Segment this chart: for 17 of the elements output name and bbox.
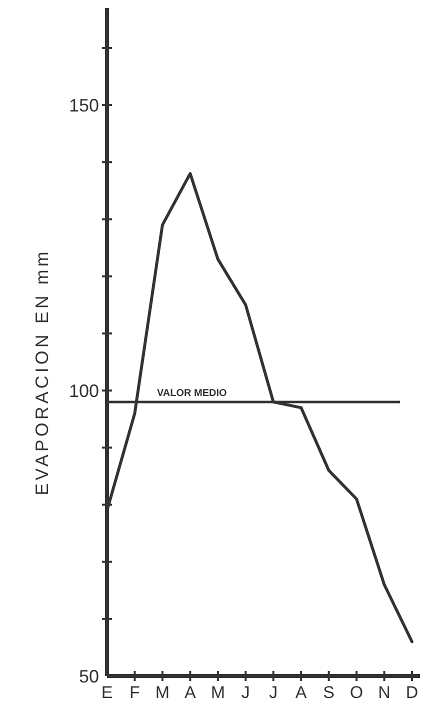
x-tick-label: A bbox=[184, 683, 197, 702]
y-tick-label: 100 bbox=[68, 380, 99, 401]
x-tick-label: S bbox=[323, 683, 334, 702]
ref-line-label: VALOR MEDIO bbox=[157, 388, 228, 399]
x-tick-label: A bbox=[295, 683, 308, 702]
x-tick-label: F bbox=[130, 683, 140, 702]
x-tick-label: M bbox=[210, 683, 225, 702]
x-tick-label: M bbox=[155, 683, 170, 702]
x-tick-label: J bbox=[269, 683, 278, 702]
y-tick-label: 150 bbox=[68, 95, 99, 116]
x-tick-label: J bbox=[241, 683, 250, 702]
x-tick-label: O bbox=[350, 683, 364, 702]
x-tick-label: D bbox=[406, 683, 418, 702]
y-tick-label: 50 bbox=[78, 666, 99, 686]
y-axis-title: EVAPORACION EN mm bbox=[32, 248, 52, 496]
x-tick-label: E bbox=[101, 683, 113, 702]
x-tick-label: N bbox=[378, 683, 390, 702]
